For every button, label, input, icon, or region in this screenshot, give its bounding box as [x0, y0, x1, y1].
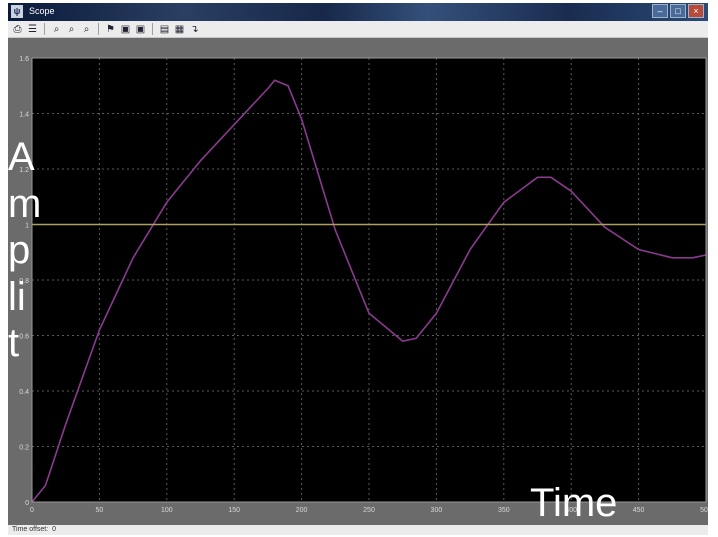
floating-scope-icon[interactable]: ▤: [159, 23, 170, 35]
scope-toolbar: ⎙ ☰ ⌕ ⌕ ⌕ ⚑ ▣ ▣ ▤ ▦ ↴: [8, 21, 708, 38]
x-tick-label: 250: [363, 507, 375, 514]
print-icon[interactable]: ⎙: [13, 23, 22, 35]
amplitude-letter: t: [8, 321, 20, 365]
y-tick-label: 0.2: [19, 445, 29, 452]
status-bar: Time offset: 0: [8, 525, 708, 535]
toolbar-separator: [44, 23, 45, 35]
y-tick-label: 1.2: [19, 167, 29, 174]
x-tick-label: 400: [565, 507, 577, 514]
zoom-in-icon[interactable]: ⌕: [53, 23, 60, 35]
time-offset-text: Time offset: 0: [12, 526, 56, 533]
parameters-icon[interactable]: ☰: [28, 23, 37, 35]
time-overlay-label: Time: [530, 481, 618, 525]
time-offset-label: Time offset:: [12, 526, 49, 533]
amplitude-letter: p: [8, 228, 31, 272]
amplitude-letter: A: [8, 135, 35, 179]
x-tick-label: 350: [498, 507, 510, 514]
y-tick-label: 0.6: [19, 334, 29, 341]
response-signal-line: [31, 79, 707, 503]
zoom-y-icon[interactable]: ⌕: [83, 23, 90, 35]
amplitude-overlay-label: A m p li t: [8, 137, 48, 370]
maximize-button[interactable]: □: [670, 4, 686, 18]
amplitude-letter: li: [8, 274, 26, 319]
x-tick-label: 450: [633, 507, 645, 514]
scope-plot[interactable]: 0 50 100 150 200 250 300 350 400 450 500 0 0.2 0.4 0.6…: [8, 38, 708, 525]
x-tick-label: 50: [96, 507, 104, 514]
restore-axes-icon[interactable]: ▣: [135, 23, 146, 35]
minimize-button[interactable]: –: [652, 4, 668, 18]
y-tick-label: 1.6: [19, 56, 29, 63]
x-tick-label: 200: [296, 507, 308, 514]
window-title-bar[interactable]: ψ Scope – □ ×: [8, 3, 708, 21]
x-tick-label: 0: [30, 507, 34, 514]
plot-frame: 0 50 100 150 200 250 300 350 400 450 500 0 0.2 0.4 0.6…: [8, 38, 708, 525]
amplitude-letter: m: [8, 181, 42, 226]
zoom-x-icon[interactable]: ⌕: [68, 23, 75, 35]
y-tick-label: 1.4: [19, 112, 29, 119]
lock-axes-icon[interactable]: ▦: [174, 23, 185, 35]
y-tick-label: 0.8: [19, 278, 29, 285]
autoscale-icon[interactable]: ⚑: [106, 23, 115, 35]
scope-app-icon[interactable]: ψ: [11, 5, 23, 18]
close-button[interactable]: ×: [688, 4, 704, 18]
y-tick-label: 0: [25, 500, 29, 507]
window-controls: – □ ×: [652, 4, 704, 18]
x-tick-label: 100: [161, 507, 173, 514]
x-tick-label: 500: [700, 507, 708, 514]
y-tick-label: 0.4: [19, 389, 29, 396]
signal-selection-icon[interactable]: ↴: [190, 23, 199, 35]
time-offset-value: 0: [52, 526, 56, 533]
x-tick-label: 300: [431, 507, 443, 514]
toolbar-separator: [152, 23, 153, 35]
plot-border: [31, 57, 707, 503]
x-tick-label: 150: [228, 507, 240, 514]
save-axes-icon[interactable]: ▣: [120, 23, 131, 35]
toolbar-separator: [98, 23, 99, 35]
y-tick-label: 1: [25, 223, 29, 230]
window-title: Scope: [29, 6, 55, 16]
